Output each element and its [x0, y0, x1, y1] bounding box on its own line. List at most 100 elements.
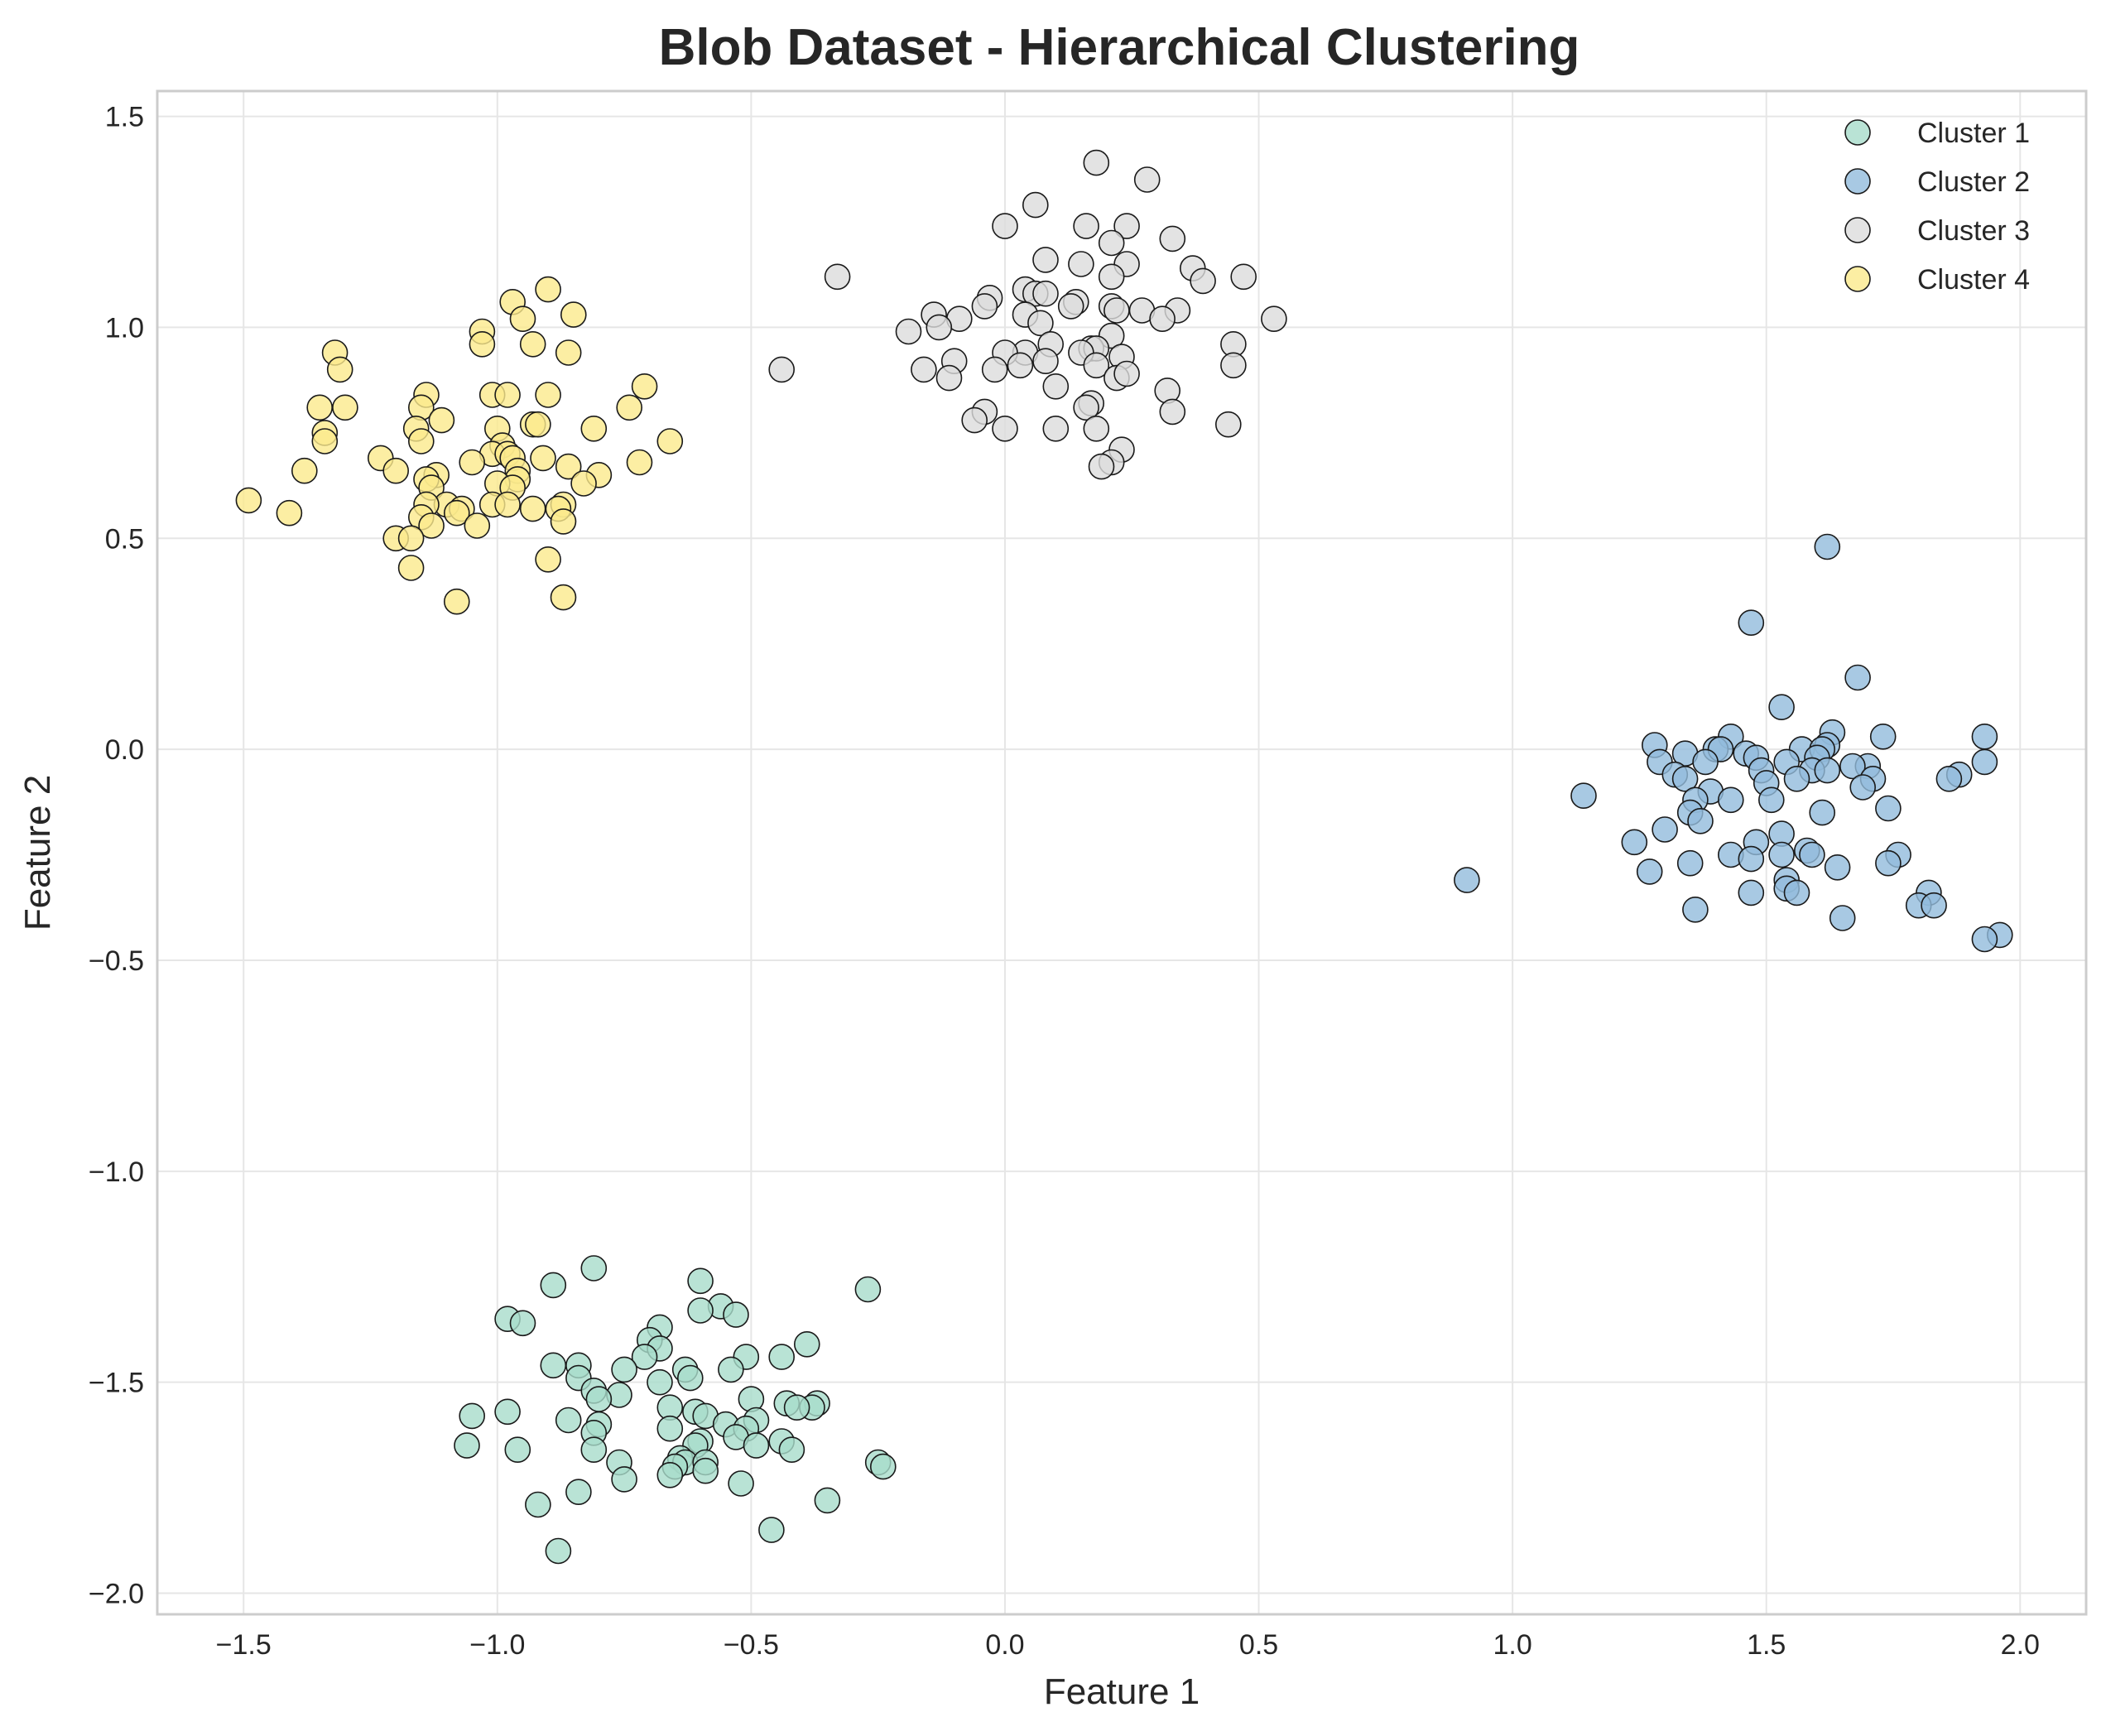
- data-point: [585, 1386, 613, 1412]
- x-axis-label: Feature 1: [1044, 1671, 1200, 1712]
- data-point: [1875, 795, 1902, 822]
- data-point: [555, 1407, 582, 1434]
- data-point: [332, 394, 358, 421]
- data-point: [1718, 786, 1744, 814]
- data-point: [494, 491, 521, 518]
- data-point: [1068, 251, 1094, 277]
- data-point: [1149, 305, 1176, 333]
- data-point: [580, 1436, 608, 1463]
- chart-title: Blob Dataset - Hierarchical Clustering: [659, 19, 1580, 76]
- x-tick-label: −1.0: [469, 1629, 525, 1661]
- legend-marker: [1844, 168, 1871, 195]
- data-point: [1875, 849, 1902, 877]
- data-point: [519, 330, 546, 358]
- data-point: [535, 382, 561, 408]
- x-tick-label: 1.5: [1747, 1629, 1786, 1661]
- series-3: [768, 149, 1287, 480]
- x-tick-label: 2.0: [2001, 1629, 2040, 1661]
- data-point: [768, 1344, 796, 1370]
- data-point: [1007, 352, 1034, 379]
- data-point: [407, 428, 435, 454]
- data-point: [743, 1432, 770, 1459]
- x-tick-label: −0.5: [724, 1629, 779, 1661]
- data-point: [382, 457, 410, 484]
- x-tick-label: 1.0: [1493, 1629, 1531, 1661]
- data-point: [1676, 849, 1704, 877]
- data-point: [768, 356, 796, 383]
- legend-label: Cluster 2: [1917, 166, 2030, 198]
- data-point: [1935, 765, 1963, 792]
- data-point: [1824, 854, 1851, 881]
- data-point: [1768, 694, 1795, 721]
- data-point: [626, 449, 653, 476]
- data-point: [1768, 841, 1795, 868]
- data-point: [1849, 774, 1876, 801]
- data-point: [611, 1466, 637, 1493]
- data-point: [824, 263, 851, 291]
- data-point: [631, 1344, 658, 1370]
- y-tick-label: −1.5: [89, 1368, 144, 1399]
- data-point: [1671, 765, 1699, 792]
- data-point: [560, 301, 587, 328]
- data-point: [1844, 664, 1871, 691]
- series-1: [454, 1255, 897, 1565]
- data-point: [235, 487, 262, 514]
- data-point: [1022, 191, 1049, 219]
- data-point: [1215, 411, 1242, 438]
- data-point: [1621, 829, 1648, 856]
- data-point: [870, 1453, 897, 1480]
- data-point: [1103, 297, 1130, 324]
- data-point: [723, 1301, 749, 1328]
- data-point: [961, 406, 988, 434]
- data-point: [718, 1356, 744, 1383]
- data-point: [631, 373, 658, 400]
- data-point: [926, 314, 953, 341]
- data-point: [454, 1432, 480, 1459]
- data-point: [1682, 897, 1709, 923]
- data-point: [443, 499, 470, 527]
- data-point: [459, 449, 486, 476]
- data-point: [1032, 247, 1059, 273]
- data-point: [1098, 263, 1125, 291]
- data-point: [545, 1537, 572, 1565]
- plot-frame: [156, 89, 2088, 1616]
- data-point: [580, 415, 608, 442]
- data-point: [525, 411, 551, 438]
- data-point: [525, 1491, 551, 1518]
- x-axis-ticks: −1.5 −1.0 −0.5 0.0 0.5 1.0 1.5 2.0: [216, 1629, 2040, 1661]
- data-point: [1042, 373, 1070, 400]
- data-point: [971, 293, 998, 320]
- data-point: [459, 1402, 486, 1430]
- data-point: [306, 394, 334, 421]
- data-point: [464, 512, 491, 539]
- data-point: [504, 1436, 531, 1463]
- data-point: [509, 305, 536, 333]
- data-point: [1738, 845, 1765, 873]
- data-point: [1190, 267, 1216, 295]
- data-point: [1971, 723, 1998, 750]
- data-point: [276, 499, 303, 527]
- data-point: [1570, 782, 1597, 810]
- data-point: [758, 1517, 785, 1543]
- data-point: [530, 445, 556, 472]
- data-point: [418, 512, 445, 539]
- data-point: [535, 546, 561, 573]
- data-point: [992, 213, 1018, 239]
- y-tick-label: −0.5: [89, 945, 144, 977]
- legend-label: Cluster 3: [1917, 215, 2030, 247]
- data-point: [616, 394, 643, 421]
- data-point: [494, 382, 521, 408]
- data-point: [1098, 229, 1125, 257]
- series-4: [235, 276, 684, 615]
- data-point: [1220, 352, 1247, 379]
- data-point: [687, 1267, 714, 1295]
- data-point: [1783, 879, 1810, 906]
- x-tick-label: 0.5: [1239, 1629, 1278, 1661]
- data-point: [656, 1415, 684, 1442]
- data-point: [935, 364, 963, 392]
- data-point: [1230, 263, 1257, 291]
- series-2: [1454, 533, 2013, 953]
- data-point: [1113, 213, 1140, 239]
- y-tick-label: 0.0: [105, 734, 144, 766]
- data-point: [397, 555, 425, 581]
